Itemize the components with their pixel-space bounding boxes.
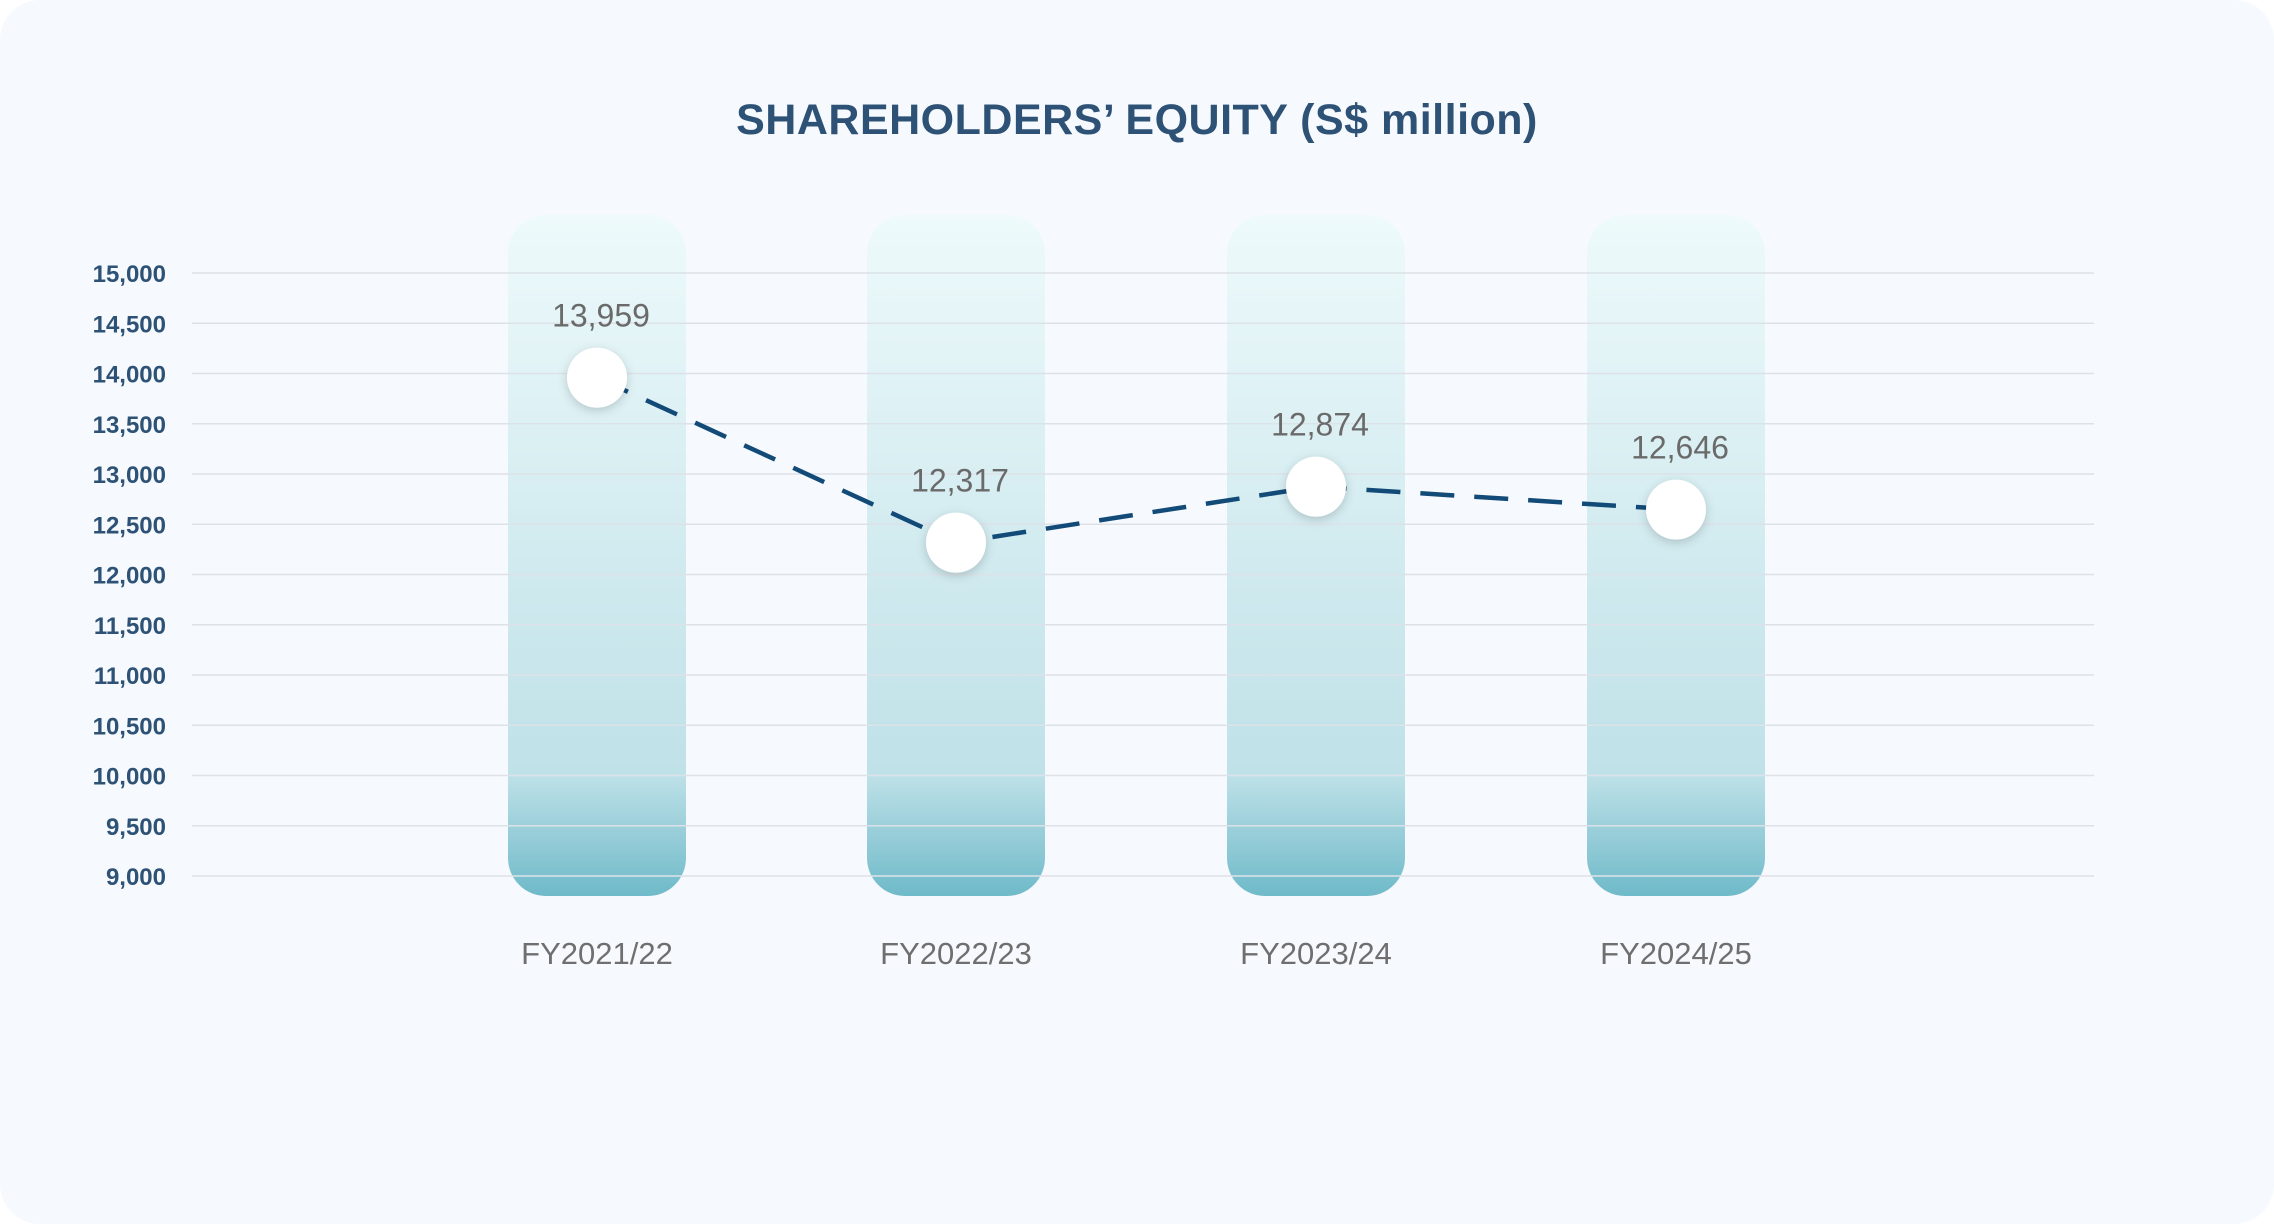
x-tick-label: FY2021/22 (521, 936, 673, 971)
chart-title: SHAREHOLDERS’ EQUITY (S$ million) (736, 96, 1538, 144)
x-tick-label: FY2024/25 (1600, 936, 1752, 971)
background-columns (508, 215, 1765, 896)
y-tick-label: 13,500 (93, 412, 166, 439)
y-tick-label: 9,000 (106, 864, 166, 891)
background-column (1587, 215, 1765, 896)
data-label: 13,959 (552, 298, 650, 334)
x-tick-label: FY2023/24 (1240, 936, 1392, 971)
y-tick-label: 12,500 (93, 512, 166, 539)
y-tick-label: 14,500 (93, 311, 166, 338)
data-point-marker (926, 512, 986, 573)
y-axis-ticks: 9,000 9,500 10,000 10,500 11,000 11,500 12,000… (93, 261, 166, 891)
series-markers (567, 347, 1706, 573)
data-point-marker (567, 347, 627, 408)
y-tick-label: 11,000 (94, 663, 166, 690)
y-tick-label: 10,000 (93, 764, 166, 791)
series-polyline (596, 375, 1677, 545)
data-label: 12,874 (1271, 407, 1369, 443)
y-tick-label: 10,500 (93, 713, 166, 740)
y-tick-label: 13,000 (93, 462, 166, 489)
data-point-marker (1646, 479, 1706, 540)
data-labels: 13,959 12,317 12,874 12,646 (552, 298, 1729, 499)
y-tick-label: 11,500 (94, 613, 166, 640)
data-label: 12,317 (911, 463, 1009, 499)
gridlines (192, 272, 2094, 877)
x-tick-label: FY2022/23 (880, 936, 1032, 971)
x-axis-ticks: FY2021/22 FY2022/23 FY2023/24 FY2024/25 (521, 936, 1752, 971)
y-tick-label: 9,500 (106, 814, 166, 841)
series-line (596, 375, 1677, 545)
data-label: 12,646 (1631, 430, 1729, 466)
y-tick-label: 14,000 (93, 362, 166, 389)
y-tick-label: 15,000 (93, 261, 166, 288)
background-column (1227, 215, 1405, 896)
y-tick-label: 12,000 (93, 563, 166, 590)
data-point-marker (1286, 456, 1346, 517)
